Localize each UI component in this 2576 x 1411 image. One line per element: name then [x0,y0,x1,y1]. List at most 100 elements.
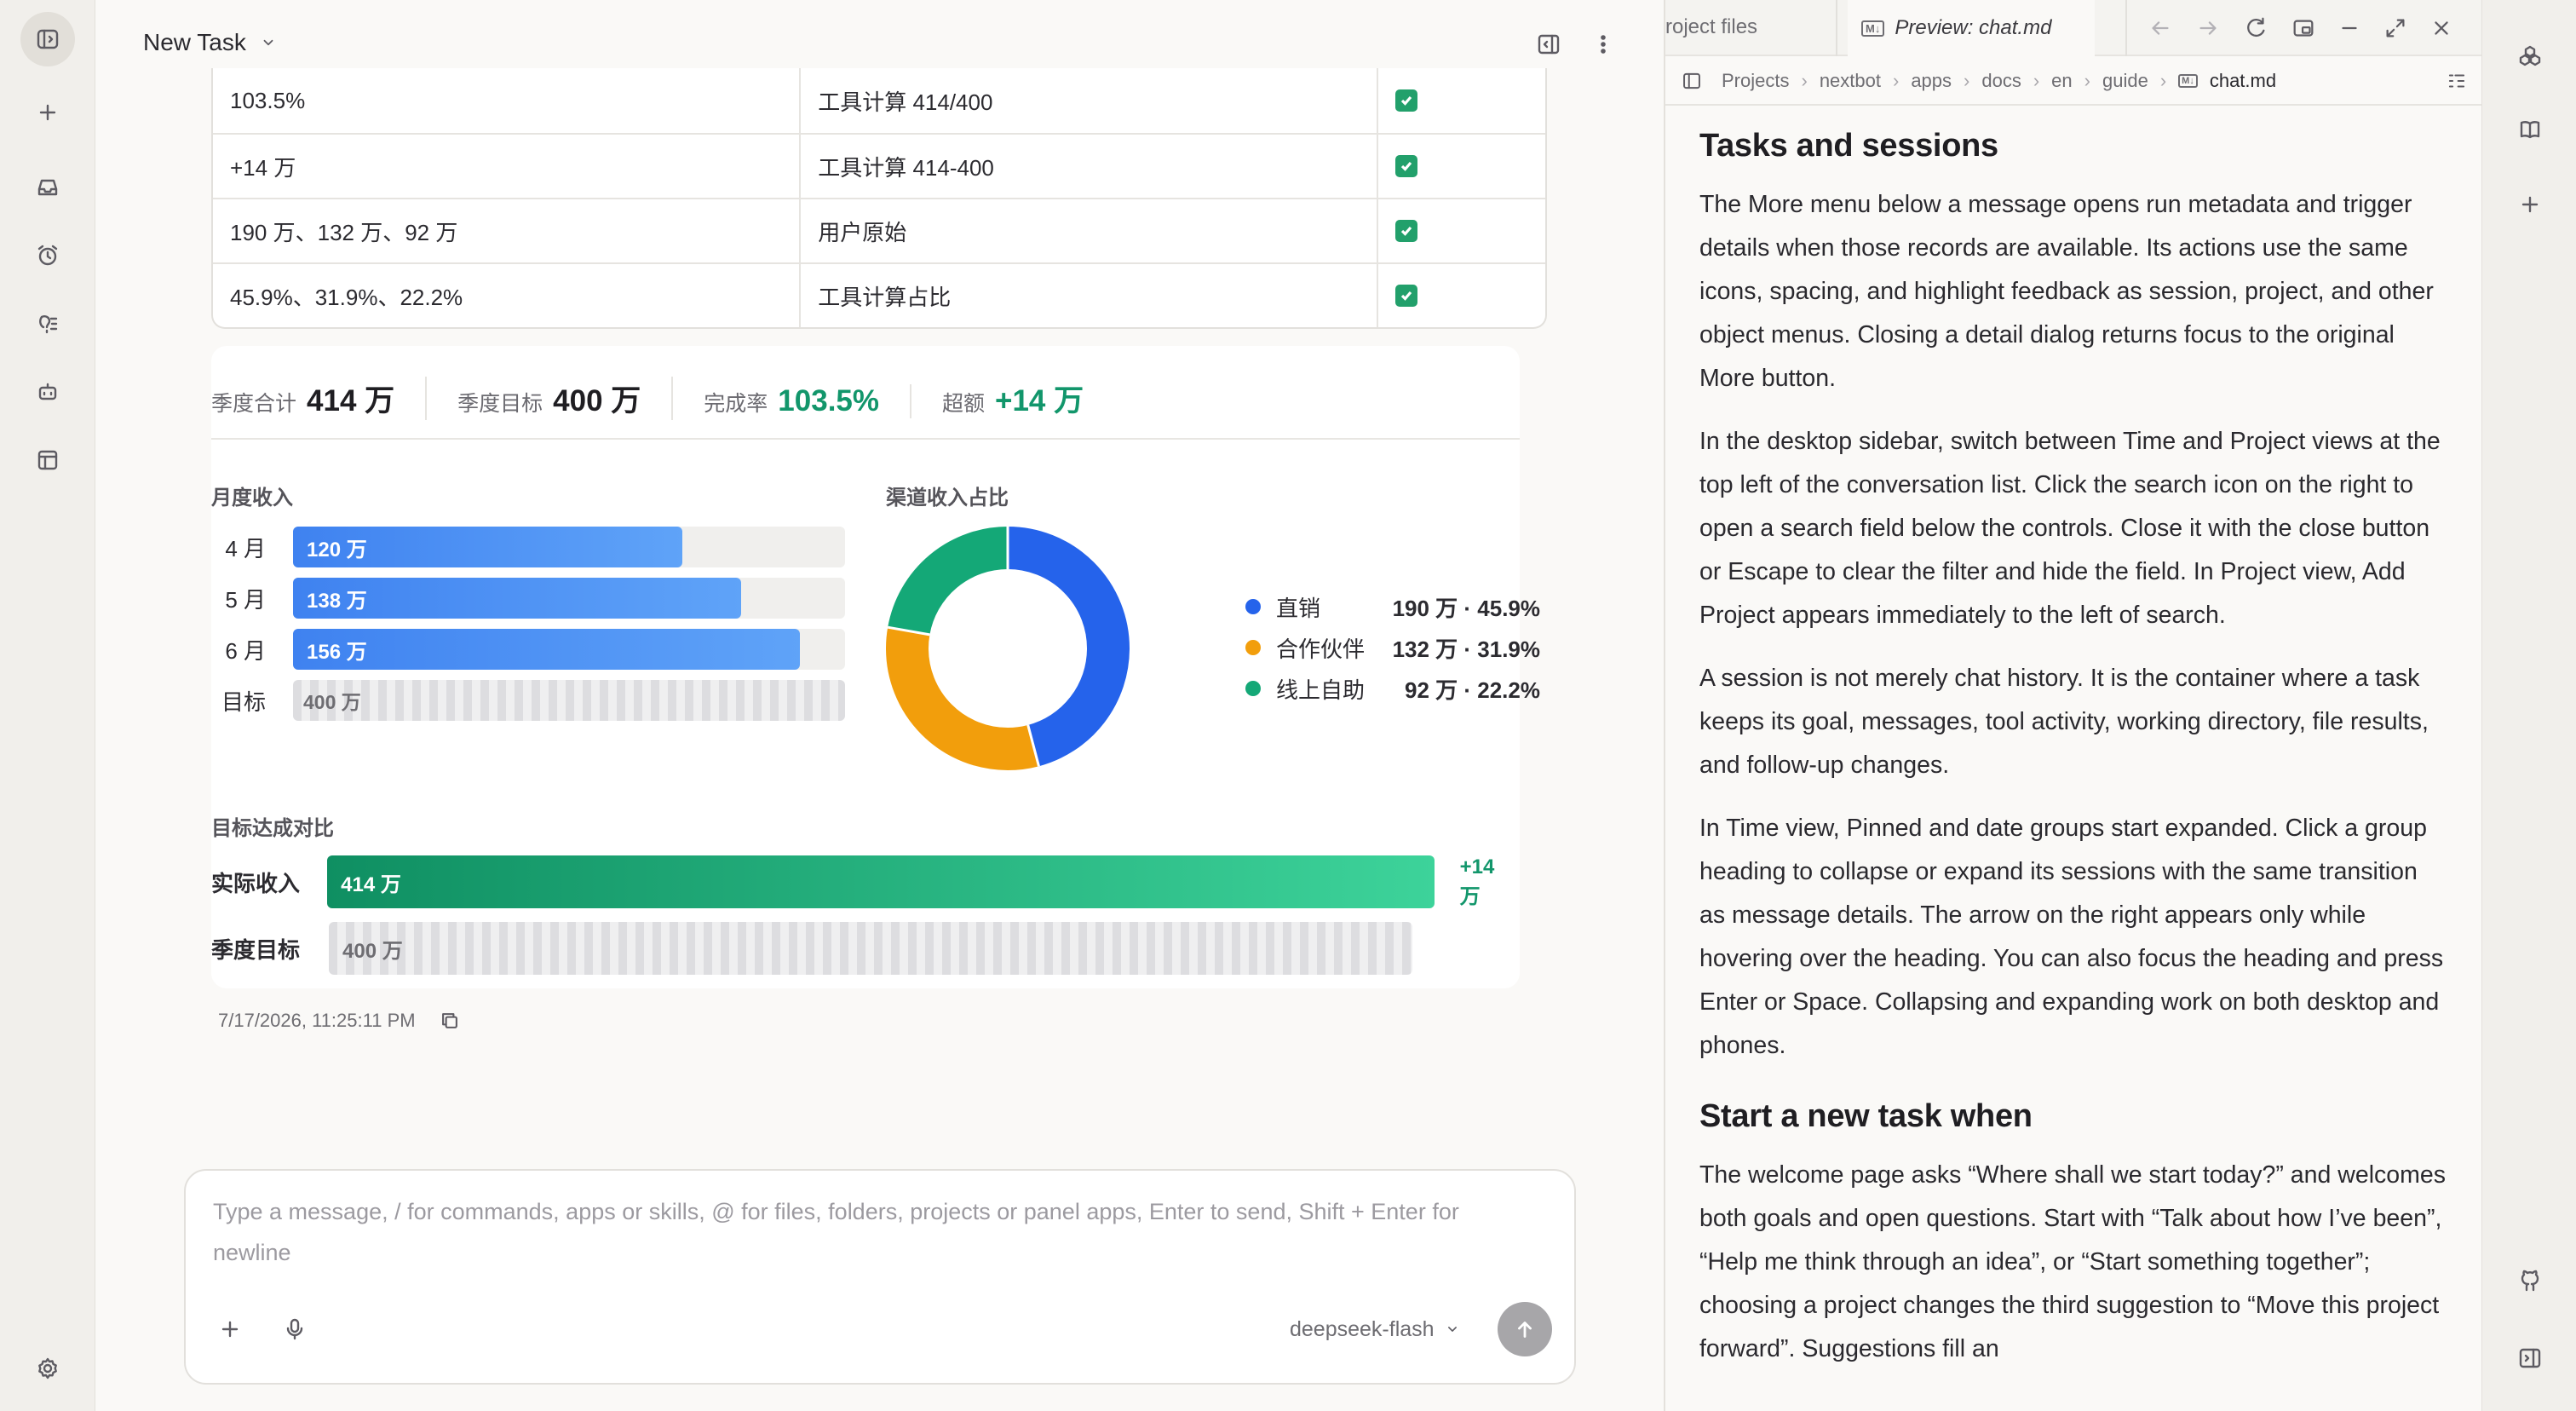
more-vertical-icon[interactable] [1590,31,1617,58]
legend-swatch [1245,640,1261,655]
bar-category-label: 目标 [221,688,266,715]
bar-row: 6 月 156 万 [211,629,855,670]
check-mark-icon [1395,285,1418,307]
expand-icon[interactable] [2383,15,2408,41]
left-sidebar-rail [0,0,95,1411]
bar-fill: 138 万 [293,578,742,619]
check-mark-icon [1395,89,1418,112]
table-cell-source: 工具计算 414/400 [799,68,1377,133]
donut-legend: 直销 190 万 · 45.9% 合作伙伴 132 万 · 31.9% 线上自助 92… [1245,586,1540,709]
markdown-document: Tasks and sessions The More menu below a… [1699,128,2449,1391]
legend-item: 线上自助 92 万 · 22.2% [1245,668,1540,709]
back-arrow-icon[interactable] [2148,15,2173,41]
outline-list-icon[interactable] [2446,70,2468,92]
kpi-value: 103.5% [778,384,880,418]
breadcrumb-current: chat.md [2209,70,2277,91]
donut-slice [886,527,1130,770]
legend-label: 合作伙伴 [1276,636,1366,662]
tab-preview[interactable]: M↓ Preview: chat.md [1848,0,2095,56]
breadcrumb-item[interactable]: Projects [1722,70,1790,91]
verification-table: 103.5% 工具计算 414/400 +14 万 工具计算 414-400 1… [211,68,1547,329]
legend-swatch [1245,599,1261,614]
inbox-icon[interactable] [20,160,75,215]
message-composer[interactable]: Type a message, / for commands, apps or … [184,1169,1576,1385]
breadcrumb: Projects › nextbot › apps › docs › en › guide… [1665,58,2483,106]
doc-paragraph: The More menu below a message opens run … [1699,191,2434,392]
toggle-right-panel-icon[interactable] [1535,31,1562,58]
bar-track: 120 万 [293,527,845,567]
breadcrumb-separator: › [1892,70,1900,91]
placeholder-line: newline [213,1240,291,1265]
model-selector[interactable]: deepseek-flash [1290,1316,1462,1343]
attach-plus-icon[interactable] [216,1316,244,1343]
bot-icon[interactable] [20,365,75,419]
alarm-clock-icon[interactable] [20,228,75,283]
channel-donut-chart [886,527,1130,770]
message-meta: 7/17/2026, 11:25:11 PM [218,1009,462,1033]
collapse-panel-icon[interactable] [2506,1334,2554,1382]
new-task-plus-icon[interactable] [20,85,75,140]
close-icon[interactable] [2429,15,2454,41]
pop-out-window-icon[interactable] [2291,15,2316,41]
refresh-icon[interactable] [2243,15,2268,41]
sidebar-toggle-icon[interactable] [1681,70,1703,92]
channel-chart-title: 渠道收入占比 [886,487,1009,510]
breadcrumb-item[interactable]: apps [1911,70,1952,91]
model-name: deepseek-flash [1290,1316,1435,1341]
breadcrumb-item[interactable]: guide [2102,70,2148,91]
skills-icon[interactable] [20,297,75,351]
legend-item: 直销 190 万 · 45.9% [1245,586,1540,627]
kpi-strip: 季度合计 414 万 季度目标 400 万 完成率 103.5% 超额 +14 … [211,377,1114,420]
comparison-label: 实际收入 [211,870,301,896]
bar-category-label: 4 月 [225,535,266,562]
legend-item: 合作伙伴 132 万 · 31.9% [1245,627,1540,668]
table-cell-value: +14 万 [230,154,296,181]
apps-grid-icon[interactable] [2506,32,2554,80]
comparison-chart-title: 目标达成对比 [211,817,334,840]
breadcrumb-item[interactable]: en [2051,70,2073,91]
table-row: 103.5% 工具计算 414/400 [213,68,1545,133]
bar-fill: 156 万 [293,629,800,670]
revenue-dashboard-card: 季度合计 414 万 季度目标 400 万 完成率 103.5% 超额 +14 … [211,346,1540,988]
add-panel-plus-icon[interactable] [2506,181,2554,228]
settings-gear-icon[interactable] [20,1341,75,1396]
send-button[interactable] [1498,1302,1552,1356]
copy-icon[interactable] [438,1009,462,1033]
microphone-icon[interactable] [281,1316,308,1343]
breadcrumb-item[interactable]: docs [1981,70,2021,91]
task-title-dropdown[interactable]: New Task [143,29,279,56]
table-cell-value: 190 万、132 万、92 万 [230,219,458,245]
excess-annotation: +14 万 [1459,855,1495,908]
table-cell-check [1377,264,1545,327]
doc-heading: Start a new task when [1699,1098,2033,1134]
chevron-down-icon [258,32,279,53]
tab-project-files[interactable]: roject files [1665,15,1758,38]
task-title: New Task [143,29,246,55]
comparison-row: 季度目标 400 万 [211,920,1520,976]
table-cell-check [1377,199,1545,262]
kpi-total: 季度合计 414 万 [211,377,428,420]
kpi-excess: 超额 +14 万 [911,377,1114,420]
preview-panel: roject files M↓ Preview: chat.md Project… [1664,0,2483,1411]
github-icon[interactable] [2506,1258,2554,1305]
table-cell-source: 工具计算占比 [799,264,1377,327]
bar-value-label: 414 万 [341,873,401,896]
bar-value-label: 120 万 [307,538,367,562]
bar-value-label: 400 万 [342,939,403,963]
legend-value: 92 万 · 22.2% [1405,677,1540,703]
minimize-icon[interactable] [2337,15,2362,41]
legend-value: 190 万 · 45.9% [1392,595,1540,621]
tab-divider [2125,0,2127,56]
actual-revenue-bar: 414 万 [327,855,1435,908]
doc-paragraph: A session is not merely chat history. It… [1699,665,2429,779]
sidebar-toggle-icon[interactable] [20,12,75,66]
monthly-revenue-chart: 4 月 120 万 5 月 138 万 6 月 156 万 目标 400 万 [211,527,855,721]
target-comparison-chart: 实际收入 414 万 +14 万 季度目标 400 万 [211,854,1520,976]
table-row: 45.9%、31.9%、22.2% 工具计算占比 [213,262,1545,327]
composer-placeholder[interactable]: Type a message, / for commands, apps or … [213,1191,1559,1273]
forward-arrow-icon[interactable] [2195,15,2221,41]
layout-panel-icon[interactable] [20,433,75,487]
breadcrumb-item[interactable]: nextbot [1819,70,1881,91]
bar-track: 138 万 [293,578,845,619]
book-open-icon[interactable] [2506,106,2554,153]
